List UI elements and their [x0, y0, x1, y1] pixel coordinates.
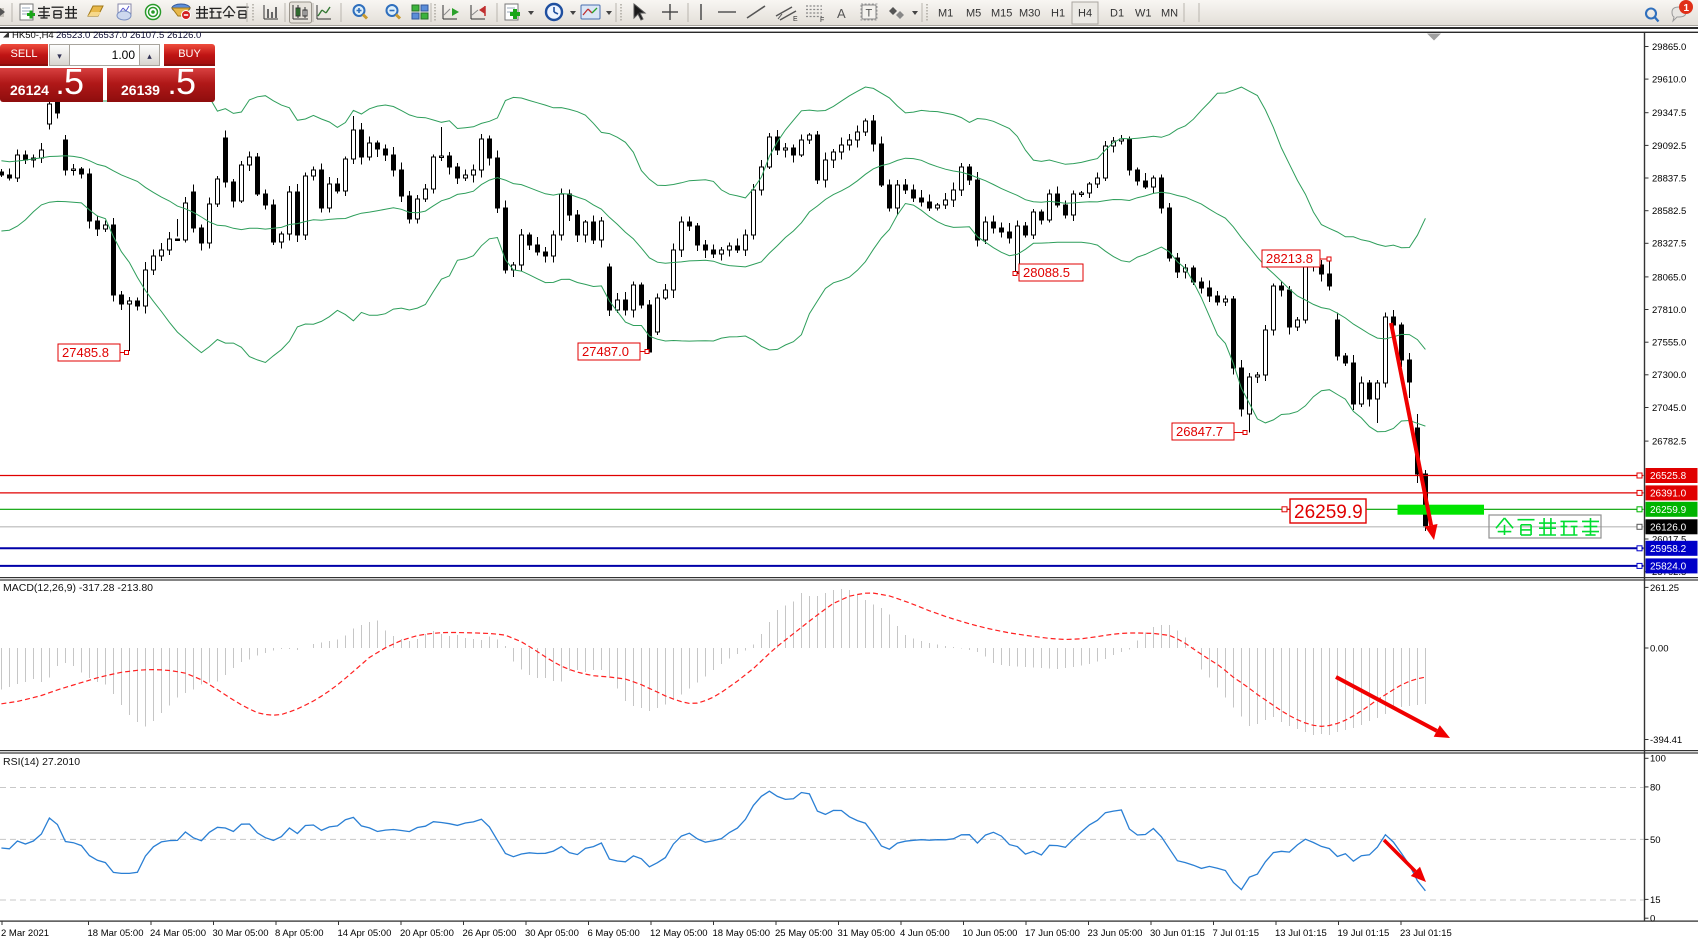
svg-text:28327.5: 28327.5 — [1652, 239, 1686, 250]
svg-text:80: 80 — [1650, 782, 1661, 793]
svg-text:29347.5: 29347.5 — [1652, 108, 1686, 119]
svg-text:26391.0: 26391.0 — [1650, 489, 1687, 500]
svg-text:30 Mar 05:00: 30 Mar 05:00 — [213, 928, 269, 939]
svg-text:261.25: 261.25 — [1650, 583, 1679, 594]
svg-text:18 Mar 05:00: 18 Mar 05:00 — [88, 928, 144, 939]
svg-text:28582.5: 28582.5 — [1652, 206, 1686, 217]
svg-text:27555.0: 27555.0 — [1652, 338, 1686, 349]
svg-text:E: E — [793, 16, 798, 23]
svg-text:20 Apr 05:00: 20 Apr 05:00 — [400, 928, 454, 939]
svg-text:0.00: 0.00 — [1650, 643, 1669, 654]
svg-text:M1: M1 — [938, 8, 953, 20]
svg-text:28213.8: 28213.8 — [1266, 251, 1313, 266]
svg-text:26782.5: 26782.5 — [1652, 437, 1686, 448]
svg-text:25958.2: 25958.2 — [1650, 544, 1687, 555]
svg-text:27485.8: 27485.8 — [62, 345, 109, 360]
svg-text:23 Jul 01:15: 23 Jul 01:15 — [1400, 928, 1452, 939]
svg-text:30 Apr 05:00: 30 Apr 05:00 — [525, 928, 579, 939]
svg-text:MACD(12,26,9) -317.28 -213.80: MACD(12,26,9) -317.28 -213.80 — [3, 582, 153, 594]
svg-text:18 May 05:00: 18 May 05:00 — [713, 928, 771, 939]
svg-text:28065.0: 28065.0 — [1652, 272, 1686, 283]
svg-text:17 Jun 05:00: 17 Jun 05:00 — [1025, 928, 1080, 939]
svg-text:2 Mar 2021: 2 Mar 2021 — [1, 928, 49, 939]
svg-text:14 Apr 05:00: 14 Apr 05:00 — [338, 928, 392, 939]
svg-text:29092.5: 29092.5 — [1652, 141, 1686, 152]
svg-text:MN: MN — [1161, 8, 1178, 20]
svg-text:26525.8: 26525.8 — [1650, 471, 1687, 482]
svg-text:0: 0 — [1650, 914, 1655, 925]
svg-text:12 May 05:00: 12 May 05:00 — [650, 928, 708, 939]
svg-text:D1: D1 — [1110, 8, 1124, 20]
svg-text:27045.0: 27045.0 — [1652, 403, 1686, 414]
svg-text:A: A — [837, 6, 846, 21]
svg-text:13 Jul 01:15: 13 Jul 01:15 — [1275, 928, 1327, 939]
svg-text:M30: M30 — [1019, 8, 1040, 20]
svg-text:29865.0: 29865.0 — [1652, 42, 1686, 53]
svg-text:HK50-,H4: HK50-,H4 — [12, 30, 54, 41]
svg-text:8 Apr 05:00: 8 Apr 05:00 — [275, 928, 324, 939]
svg-text:24 Mar 05:00: 24 Mar 05:00 — [150, 928, 206, 939]
svg-text:27810.0: 27810.0 — [1652, 305, 1686, 316]
svg-text:H4: H4 — [1078, 8, 1092, 20]
svg-text:26259.9: 26259.9 — [1650, 505, 1687, 516]
svg-text:26017.5: 26017.5 — [1652, 534, 1686, 545]
svg-text:26 Apr 05:00: 26 Apr 05:00 — [463, 928, 517, 939]
svg-text:1: 1 — [1684, 3, 1690, 14]
svg-text:26847.7: 26847.7 — [1176, 424, 1223, 439]
svg-text:29610.0: 29610.0 — [1652, 75, 1686, 86]
svg-text:10 Jun 05:00: 10 Jun 05:00 — [963, 928, 1018, 939]
svg-text:7 Jul 01:15: 7 Jul 01:15 — [1213, 928, 1259, 939]
svg-text:T: T — [866, 8, 873, 20]
svg-text:RSI(14) 27.2010: RSI(14) 27.2010 — [3, 756, 80, 768]
svg-text:23 Jun 05:00: 23 Jun 05:00 — [1088, 928, 1143, 939]
svg-text:M5: M5 — [966, 8, 981, 20]
svg-text:27487.0: 27487.0 — [582, 344, 629, 359]
svg-text:6 May 05:00: 6 May 05:00 — [588, 928, 640, 939]
svg-text:30 Jun 01:15: 30 Jun 01:15 — [1150, 928, 1205, 939]
svg-text:W1: W1 — [1135, 8, 1152, 20]
svg-text:50: 50 — [1650, 835, 1661, 846]
svg-text:26259.9: 26259.9 — [1294, 502, 1363, 523]
svg-text:26523.0 26537.0 26107.5 26126.: 26523.0 26537.0 26107.5 26126.0 — [56, 30, 201, 41]
svg-text:-394.41: -394.41 — [1650, 735, 1682, 746]
svg-text:H1: H1 — [1051, 8, 1065, 20]
svg-text:100: 100 — [1650, 754, 1666, 765]
svg-text:4 Jun 05:00: 4 Jun 05:00 — [900, 928, 950, 939]
svg-text:26126.0: 26126.0 — [1650, 522, 1687, 533]
svg-text:F: F — [820, 17, 824, 24]
svg-text:25824.0: 25824.0 — [1650, 562, 1687, 573]
svg-text:M15: M15 — [991, 8, 1012, 20]
svg-text:27300.0: 27300.0 — [1652, 370, 1686, 381]
svg-text:28837.5: 28837.5 — [1652, 173, 1686, 184]
svg-text:15: 15 — [1650, 895, 1661, 906]
svg-text:31 May 05:00: 31 May 05:00 — [838, 928, 896, 939]
svg-text:25 May 05:00: 25 May 05:00 — [775, 928, 833, 939]
svg-text:28088.5: 28088.5 — [1023, 265, 1070, 280]
svg-text:19 Jul 01:15: 19 Jul 01:15 — [1338, 928, 1390, 939]
